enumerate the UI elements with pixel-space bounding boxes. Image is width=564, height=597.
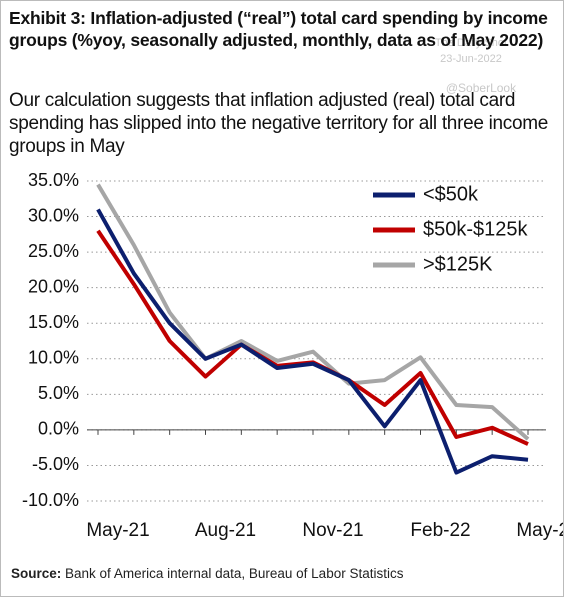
x-tick-label: May-22: [516, 520, 563, 541]
x-tick-label: Feb-22: [410, 520, 470, 541]
series-line: [96, 183, 530, 441]
y-tick-label: 35.0%: [28, 170, 79, 190]
source-label: Source:: [11, 566, 62, 581]
source-text: Bank of America internal data, Bureau of…: [65, 566, 404, 581]
y-tick-label: 30.0%: [28, 205, 79, 225]
x-tick-label: May-21: [86, 520, 149, 541]
y-tick-label: 5.0%: [38, 383, 79, 403]
chart-title: Exhibit 3: Inflation-adjusted (“real”) t…: [9, 8, 548, 50]
y-tick-label: -10.0%: [22, 490, 79, 510]
legend-label: $50k-$125k: [423, 218, 529, 240]
y-tick-label: -5.0%: [32, 454, 79, 474]
x-tick-label: Aug-21: [195, 520, 256, 541]
series-line: [96, 208, 529, 475]
watermark: @SoberLook: [446, 81, 517, 95]
watermark: 23-Jun-2022: [440, 53, 502, 65]
legend-label: >$125K: [423, 253, 493, 275]
y-tick-label: 10.0%: [28, 348, 79, 368]
legend-label: <$50k: [423, 183, 479, 205]
y-tick-label: 20.0%: [28, 276, 79, 296]
source: Source: Bank of America internal data, B…: [11, 566, 403, 581]
watermark: The Daily Shot: [435, 37, 507, 49]
y-tick-label: 0.0%: [38, 419, 79, 439]
y-tick-label: 15.0%: [28, 312, 79, 332]
x-tick-label: Nov-21: [302, 520, 363, 541]
chart-subtitle: Our calculation suggests that inflation …: [9, 90, 549, 157]
y-tick-label: 25.0%: [28, 241, 79, 261]
